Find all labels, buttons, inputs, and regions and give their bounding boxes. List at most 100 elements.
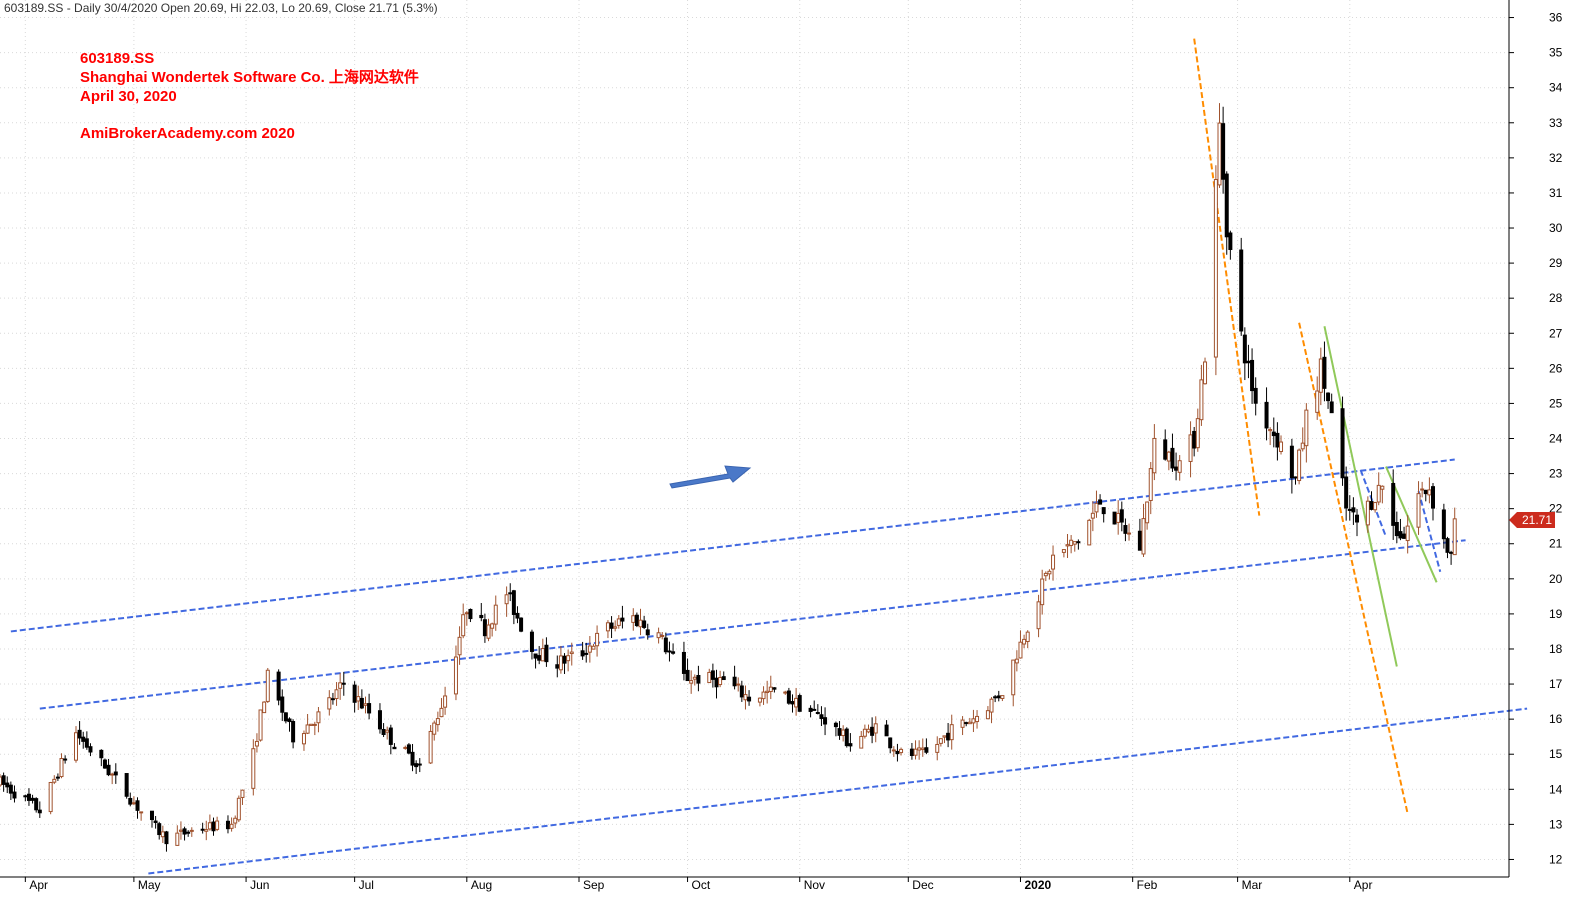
candle-body <box>1036 601 1041 630</box>
x-tick-label: Apr <box>29 878 48 892</box>
candle-body <box>616 618 621 626</box>
candle-body <box>225 820 230 830</box>
candle-body <box>1152 437 1157 474</box>
x-tick-label: Apr <box>1354 878 1373 892</box>
candle-body <box>88 746 93 753</box>
candle-body <box>1268 429 1273 432</box>
candle-body <box>1423 489 1428 495</box>
candle-body <box>866 728 871 733</box>
candle-body <box>102 759 107 769</box>
y-tick-label: 12 <box>1549 852 1563 866</box>
candle-body <box>52 778 57 783</box>
candle-body <box>685 669 690 682</box>
candle-body <box>808 707 813 712</box>
candle-body <box>1304 409 1309 447</box>
candle-body <box>638 619 643 628</box>
x-tick-label: Mar <box>1242 878 1263 892</box>
candle-body <box>5 782 10 788</box>
candle-body <box>338 682 343 689</box>
candle-body <box>1420 488 1425 491</box>
candle-body <box>989 698 994 713</box>
trend-line <box>1359 469 1387 538</box>
annotation-line-company: Shanghai Wondertek Software Co. 上海网达软件 <box>80 68 419 86</box>
y-tick-label: 24 <box>1549 432 1563 446</box>
candle-body <box>377 710 382 730</box>
candle-body <box>888 737 893 749</box>
candle-body <box>1203 361 1208 385</box>
candle-body <box>996 695 1001 699</box>
candle-body <box>0 776 2 786</box>
trend-line <box>1323 326 1398 667</box>
candle-body <box>341 682 346 685</box>
x-tick-label: Oct <box>692 878 711 892</box>
candle-body <box>406 744 411 754</box>
candle-body <box>1098 499 1103 505</box>
x-tick-label: Aug <box>471 878 492 892</box>
candle-body <box>1141 518 1146 555</box>
candle-body <box>23 795 28 798</box>
candle-body <box>595 632 600 647</box>
y-tick-label: 28 <box>1549 291 1563 305</box>
candle-body <box>1022 638 1027 645</box>
candle-body <box>37 809 42 814</box>
candle-body <box>566 655 571 662</box>
candle-body <box>862 728 867 737</box>
candle-body <box>153 820 158 824</box>
candle-body <box>1279 441 1284 453</box>
candle-body <box>736 683 741 686</box>
candle-body <box>859 735 864 749</box>
candle-body <box>591 645 596 650</box>
candle-body <box>946 732 951 741</box>
candle-body <box>1351 507 1356 513</box>
candle-body <box>428 730 433 764</box>
y-tick-label: 13 <box>1549 817 1563 831</box>
candle-body <box>710 670 715 680</box>
y-tick-label: 31 <box>1549 186 1563 200</box>
candle-body <box>1174 466 1179 471</box>
candle-body <box>1123 525 1128 534</box>
candle-body <box>1441 509 1446 540</box>
candle-body <box>765 690 770 694</box>
annotation-line-date: April 30, 2020 <box>80 88 177 105</box>
candle-body <box>482 619 487 637</box>
candle-body <box>84 738 89 748</box>
candle-body <box>848 743 853 747</box>
candle-body <box>975 715 980 723</box>
candle-body <box>1289 445 1294 479</box>
candle-body <box>381 728 386 735</box>
y-tick-label: 32 <box>1549 151 1563 165</box>
candle-body <box>26 793 31 801</box>
candle-body <box>8 784 13 794</box>
candlesticks <box>0 103 1457 852</box>
candle-body <box>1000 695 1005 699</box>
candle-body <box>1014 658 1019 664</box>
x-tick-label: Dec <box>912 878 933 892</box>
candle-body <box>215 820 220 830</box>
candle-body <box>453 656 458 695</box>
candle-body <box>236 797 241 821</box>
candle-body <box>844 728 849 747</box>
candle-body <box>1318 358 1323 393</box>
candle-body <box>689 680 694 684</box>
candle-body <box>1253 387 1258 404</box>
annotation-line-site: AmiBrokerAcademy.com 2020 <box>80 125 295 142</box>
candle-body <box>823 717 828 725</box>
candle-body <box>1127 532 1132 535</box>
candle-body <box>106 764 111 776</box>
candle-body <box>555 664 560 669</box>
chart-header: 603189.SS - Daily 30/4/2020 Open 20.69, … <box>4 1 438 15</box>
candle-body <box>1177 460 1182 473</box>
last-price-badge: 21.71 <box>1509 512 1555 528</box>
candle-body <box>569 651 574 655</box>
candle-body <box>388 727 393 745</box>
candle-body <box>493 604 498 625</box>
y-tick-label: 15 <box>1549 747 1563 761</box>
last-price-label: 21.71 <box>1522 513 1552 527</box>
candle-body <box>613 626 618 629</box>
candle-body <box>1326 392 1331 402</box>
y-tick-label: 25 <box>1549 396 1563 410</box>
candle-body <box>135 800 140 811</box>
y-axis: 1213141516171819202122232425262728293031… <box>1509 11 1563 866</box>
candle-body <box>1452 518 1457 556</box>
candle-body <box>435 718 440 726</box>
